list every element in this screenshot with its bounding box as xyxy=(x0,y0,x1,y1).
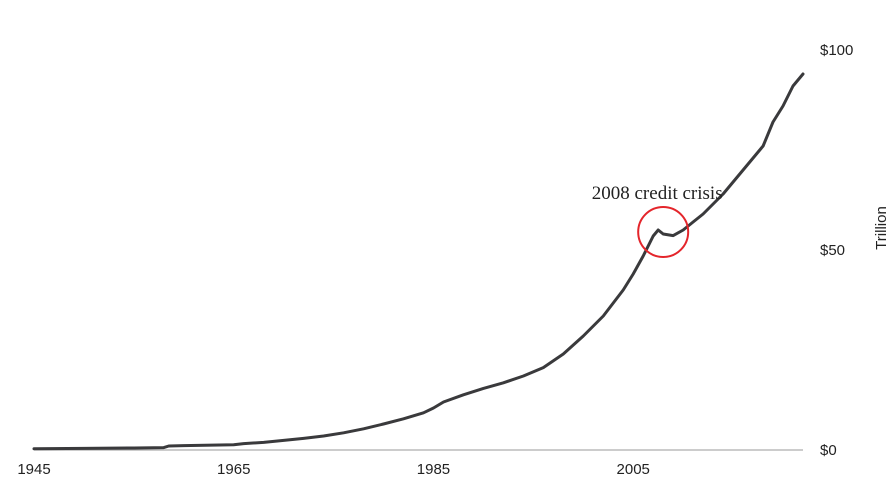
x-tick-label: 1945 xyxy=(17,461,50,478)
annotation-label: 2008 credit crisis xyxy=(592,183,723,204)
y-tick-label: $100 xyxy=(820,42,853,59)
x-tick-label: 1965 xyxy=(217,461,250,478)
x-axis: 1945 1965 1985 2005 xyxy=(17,461,650,478)
series-line-0 xyxy=(32,72,805,451)
y-axis: $0 $50 $100 xyxy=(820,42,853,459)
y-axis-title: Trillion xyxy=(873,206,890,250)
x-tick-label: 1985 xyxy=(417,461,450,478)
annotations-layer: 2008 credit crisis xyxy=(592,183,723,258)
x-tick-label: 2005 xyxy=(617,461,650,478)
crisis-circle-marker xyxy=(637,206,690,258)
plot-area xyxy=(32,72,805,451)
y-tick-label: $50 xyxy=(820,242,845,259)
y-tick-label: $0 xyxy=(820,442,837,459)
